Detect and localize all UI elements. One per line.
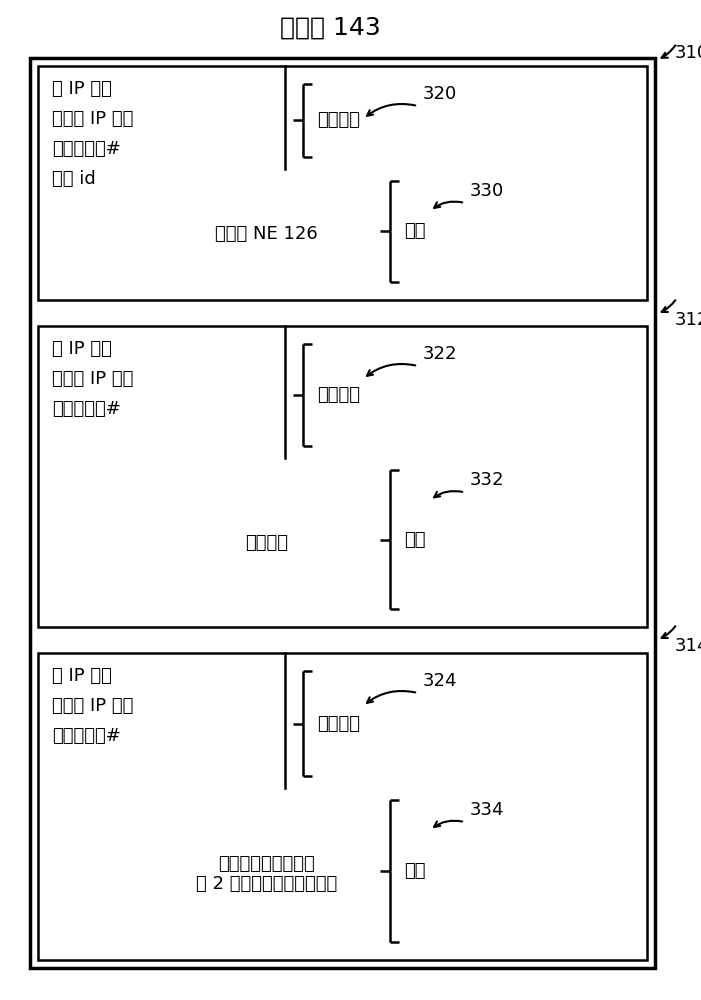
Text: 源 IP 地址
目的地 IP 地址
目的地端口#
协议 id: 源 IP 地址 目的地 IP 地址 目的地端口# 协议 id xyxy=(52,80,133,188)
Text: 匹配属性: 匹配属性 xyxy=(317,386,360,404)
Bar xyxy=(30,58,655,968)
Bar xyxy=(38,653,647,960)
Text: 匹配属性: 匹配属性 xyxy=(317,715,360,733)
Text: 312: 312 xyxy=(675,311,701,329)
Text: 310: 310 xyxy=(675,44,701,62)
Text: 320: 320 xyxy=(423,85,457,103)
Bar xyxy=(38,326,647,627)
Text: 334: 334 xyxy=(470,801,505,819)
Bar xyxy=(38,66,647,300)
Text: 330: 330 xyxy=(470,182,504,200)
Text: 322: 322 xyxy=(423,345,458,363)
Text: 动作: 动作 xyxy=(404,862,426,880)
Text: 匹配属性: 匹配属性 xyxy=(317,111,360,129)
Text: 314: 314 xyxy=(675,637,701,655)
Text: 源 IP 地址
目的地 IP 地址
目的地端口#: 源 IP 地址 目的地 IP 地址 目的地端口# xyxy=(52,340,133,418)
Text: 332: 332 xyxy=(470,471,505,489)
Text: 转发到 NE 126: 转发到 NE 126 xyxy=(215,225,318,243)
Text: 源 IP 地址
目的地 IP 地址
目的地端口#: 源 IP 地址 目的地 IP 地址 目的地端口# xyxy=(52,667,133,745)
Text: 324: 324 xyxy=(423,672,458,690)
Text: 丢弃分组: 丢弃分组 xyxy=(245,534,288,552)
Text: 动作: 动作 xyxy=(404,222,426,240)
Text: 动作: 动作 xyxy=(404,531,426,549)
Text: 发送到网络控制器，
在 2 个传出端口上重复分组: 发送到网络控制器， 在 2 个传出端口上重复分组 xyxy=(196,855,337,893)
Text: 转发表 143: 转发表 143 xyxy=(280,16,381,40)
